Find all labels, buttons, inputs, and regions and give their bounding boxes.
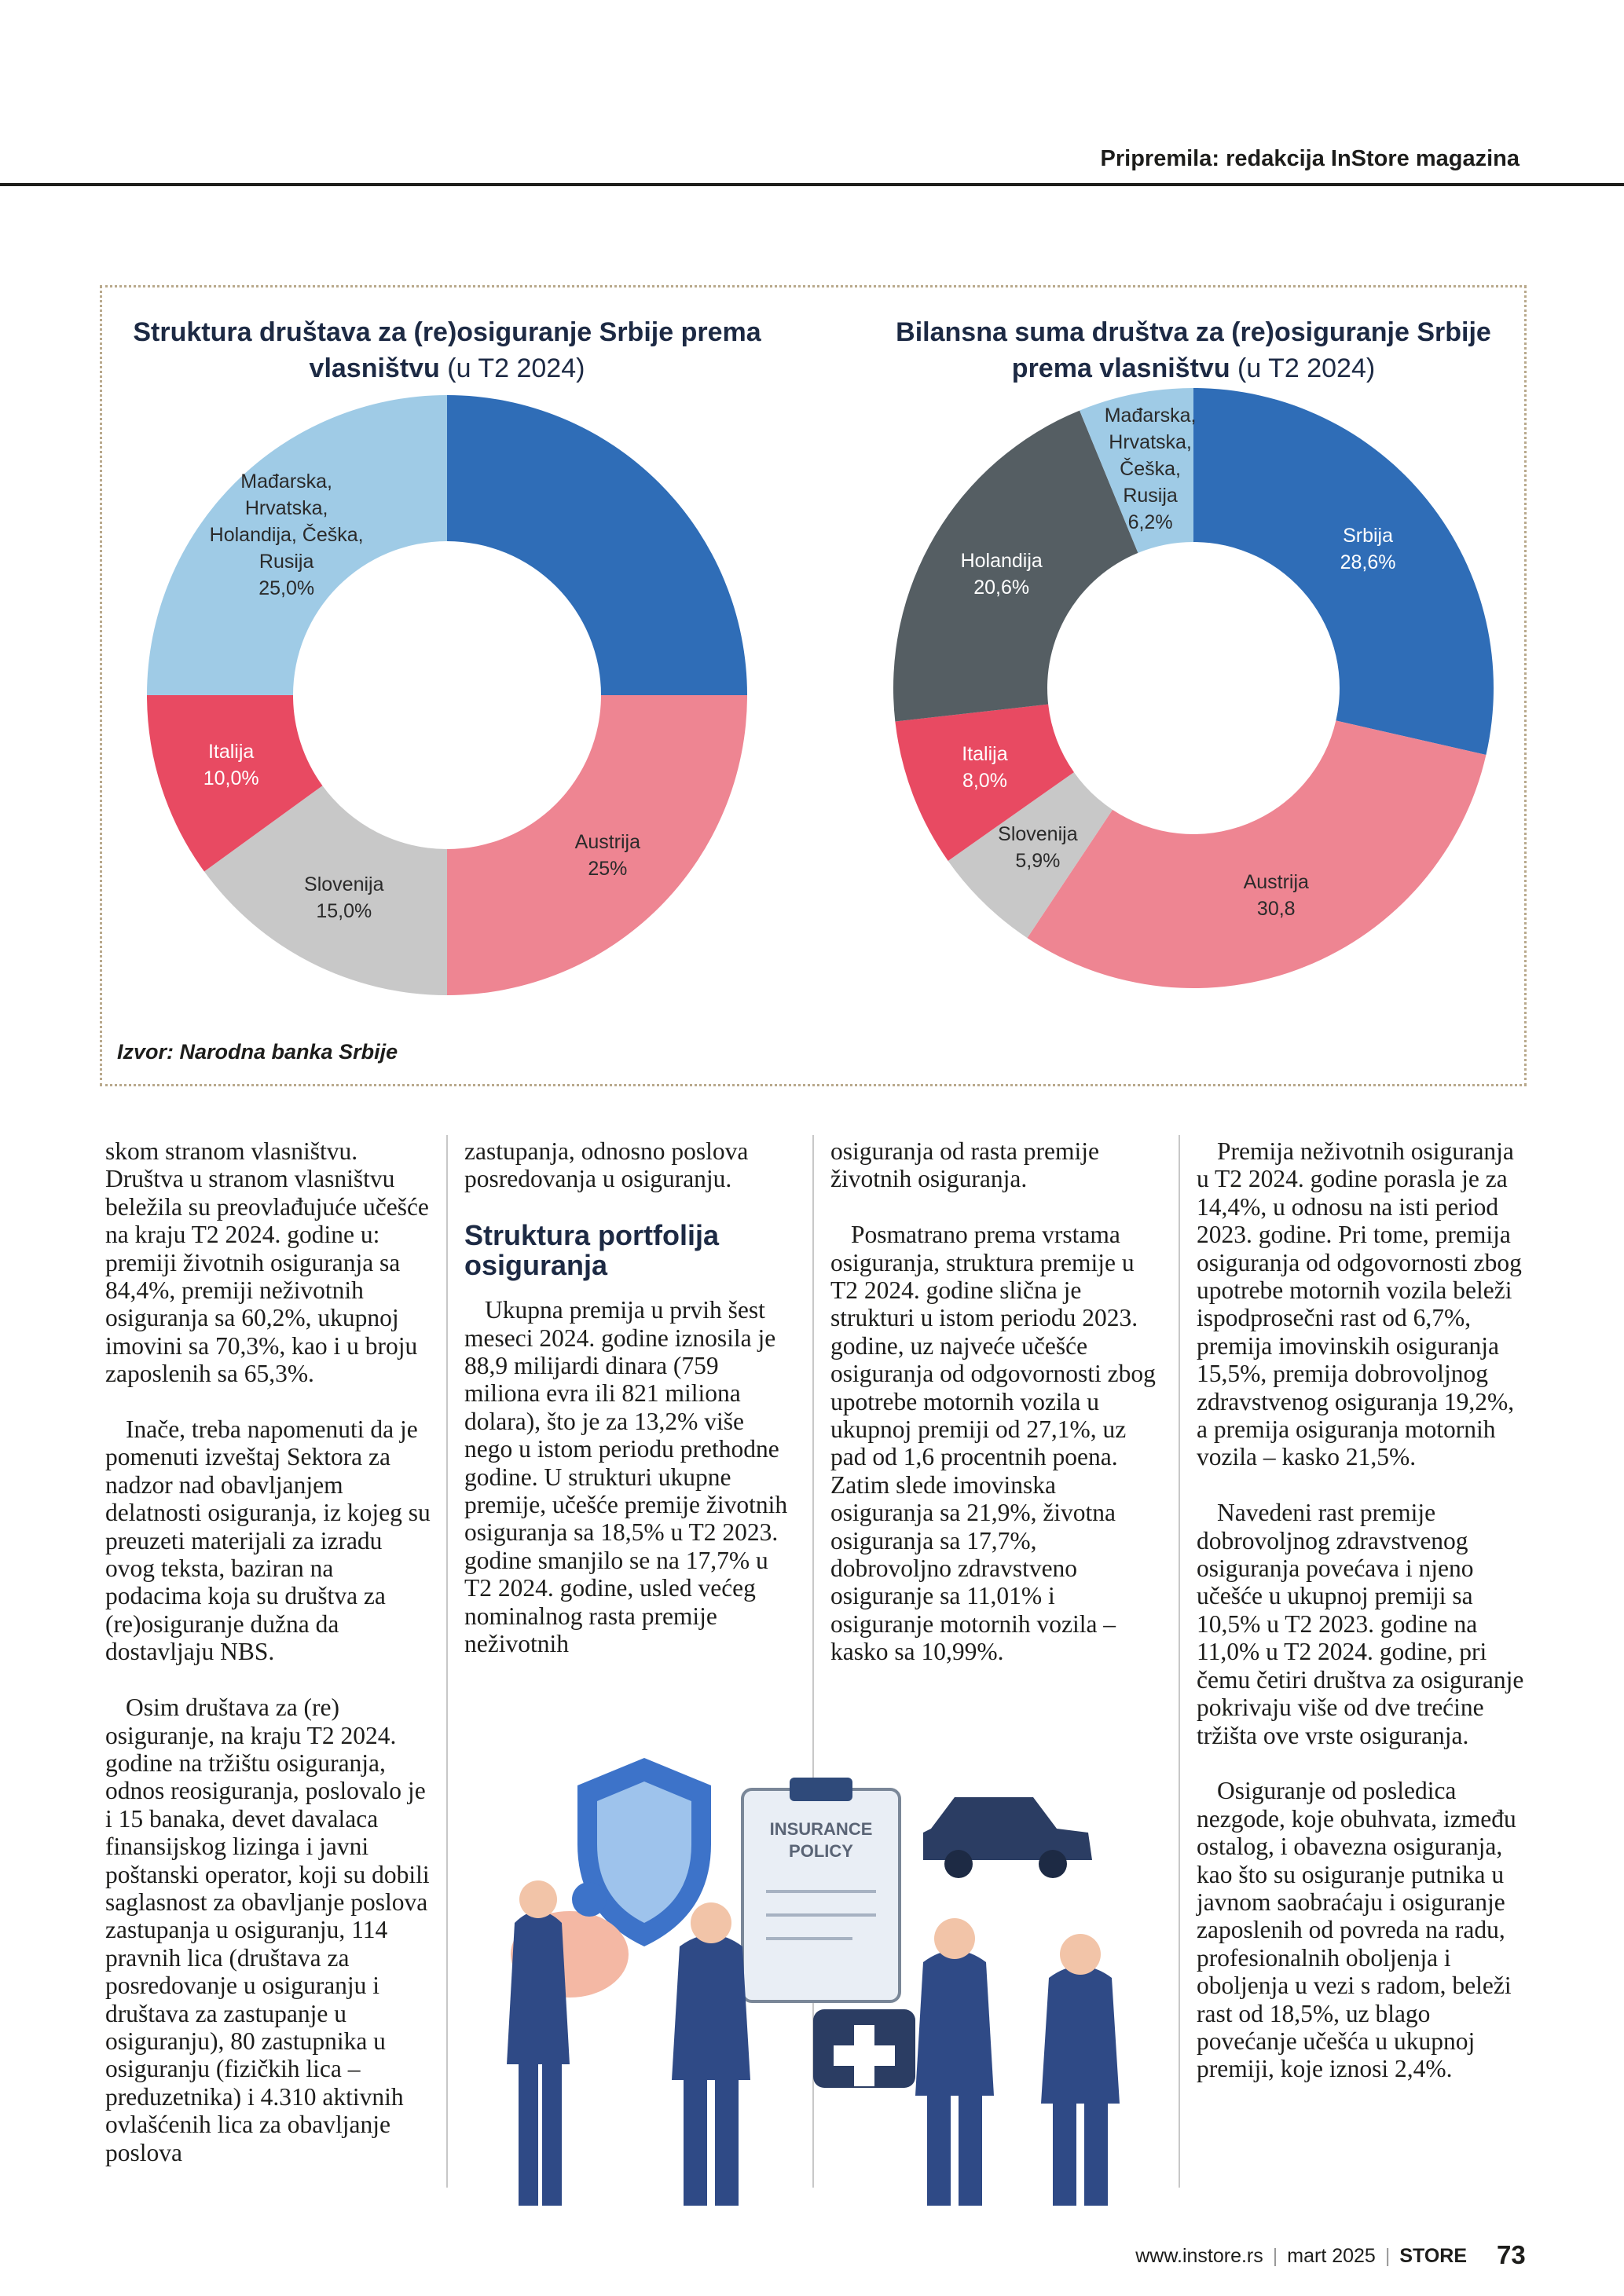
footer-brand: STORE: [1399, 2245, 1467, 2267]
slice-label: Slovenija 5,9%: [979, 821, 1097, 874]
slice-label: Mađarska, Hrvatska, Češka, Rusija 6,2%: [1091, 402, 1209, 536]
donut-slice: [447, 395, 747, 695]
value-label: 6,2%: [1127, 511, 1173, 534]
paragraph: Inače, treba napomenuti da je pomenuti i…: [105, 1415, 431, 1666]
cross: [834, 2025, 895, 2086]
donut-slice: [948, 772, 1113, 939]
slice-label: Mađarska, Hrvatska, Holandija, Češka, Ru…: [208, 468, 365, 602]
category-label: Mađarska, Hrvatska, Češka, Rusija: [1104, 405, 1197, 507]
column-rule: [812, 1135, 814, 2188]
clip: [790, 1778, 852, 1801]
donut-slice: [1027, 720, 1487, 989]
category-label: Austrija: [574, 831, 641, 854]
subheading: Struktura portfolija osiguranja: [464, 1219, 720, 1282]
category-label: Italija: [207, 741, 255, 764]
category-label: Italija: [962, 742, 1008, 765]
illustration: INSURANCE POLICY: [507, 1758, 1120, 2206]
donut-slice: [1193, 388, 1494, 756]
footer-issue: mart 2025: [1287, 2245, 1376, 2267]
divider: |: [1272, 2245, 1278, 2267]
policy-lines: [766, 1890, 876, 1940]
category-label: Slovenija: [304, 873, 384, 895]
value-label: 25%: [588, 858, 628, 881]
donut-slice: [147, 395, 447, 695]
chart-title: Bilansna suma društva za (re)osiguranje …: [871, 314, 1516, 386]
slice-label: Holandija 20,6%: [943, 547, 1061, 601]
category-label: Holandija: [960, 550, 1043, 573]
car: [923, 1797, 1092, 1860]
paragraph: Osim društava za (re) osiguranje, na kra…: [105, 1694, 430, 2166]
text-column: osiguranja od rasta premije životnih osi…: [830, 1137, 1160, 1694]
people: [507, 1911, 1120, 2206]
credit: Pripremila: redakcija InStore magazina: [1100, 146, 1520, 171]
slice-label: Austrija 25%: [529, 829, 686, 882]
footer: www.instore.rs | mart 2025 | STORE: [1135, 2245, 1467, 2268]
value-label: 28,6%: [1340, 551, 1396, 573]
header-rule: [0, 183, 1624, 186]
footer-site: www.instore.rs: [1135, 2245, 1263, 2267]
column-rule: [1179, 1135, 1180, 2188]
category-label: Srbija: [1343, 524, 1393, 547]
source: Izvor: Narodna banka Srbije: [117, 1040, 398, 1064]
paragraph: Ukupna premija u prvih šest meseci 2024.…: [464, 1296, 788, 1658]
slice-label: Italija 8,0%: [926, 741, 1043, 794]
subtitle: (u T2 2024): [1237, 353, 1376, 383]
policy-text: POLICY: [789, 1841, 853, 1861]
value-label: 30,8: [1256, 897, 1296, 920]
title: Bilansna suma društva za (re)osiguranje …: [896, 317, 1491, 383]
paragraph: Posmatrano prema vrstama osiguranja, str…: [830, 1221, 1156, 1666]
paragraph: osiguranja od rasta premije životnih osi…: [830, 1137, 1100, 1193]
chart-title: Struktura društava za (re)osiguranje Srb…: [125, 314, 769, 386]
value-label: 5,9%: [1015, 850, 1061, 873]
paragraph: skom stranom vlasništvu. Društva u stran…: [105, 1137, 429, 1388]
text-column: zastupanja, odnosno poslova posredovanja…: [464, 1137, 794, 1686]
slice-label: Srbija 28,6%: [1309, 522, 1427, 576]
paragraph: Navedeni rast premije dobrovoljnog zdrav…: [1197, 1499, 1524, 1749]
paragraph: zastupanja, odnosno poslova posredovanja…: [464, 1137, 749, 1193]
text-column: skom stranom vlasništvu. Društva u stran…: [105, 1137, 435, 2194]
value-label: 10,0%: [203, 767, 259, 790]
subtitle: (u T2 2024): [447, 353, 585, 383]
donut-slice: [147, 695, 323, 872]
donut-slice: [447, 695, 747, 995]
wheel: [1039, 1850, 1067, 1878]
category-label: Slovenija: [998, 823, 1078, 846]
donut-slice: [895, 704, 1074, 861]
value-label: 8,0%: [962, 769, 1007, 792]
coin: [572, 1882, 607, 1917]
wheel: [944, 1850, 973, 1878]
value-label: 25,0%: [258, 577, 315, 599]
category-label: Austrija: [1243, 870, 1309, 893]
paragraph: Premija neživotnih osiguranja u T2 2024.…: [1197, 1137, 1522, 1471]
category-label: Mađarska, Hrvatska, Holandija, Češka, Ru…: [209, 470, 364, 573]
shield-inner: [597, 1782, 691, 1923]
donut-slice: [203, 785, 447, 995]
donut-slice: [1080, 388, 1193, 553]
heads: [519, 1880, 1101, 1975]
chart-box: [100, 285, 1527, 1086]
slice-label: Italija 10,0%: [152, 738, 310, 792]
donut-slice: [893, 410, 1138, 722]
column-rule: [446, 1135, 448, 2188]
divider: |: [1384, 2245, 1391, 2267]
charts: [147, 388, 1494, 995]
policy-text: INSURANCE: [770, 1819, 873, 1839]
slice-label: Austrija 30,8: [1217, 869, 1335, 922]
slice-label: Slovenija 15,0%: [266, 871, 423, 925]
paragraph: Osiguranje od posledica nezgode, koje ob…: [1197, 1777, 1516, 2083]
page-number: 73: [1497, 2240, 1526, 2269]
value-label: 20,6%: [973, 577, 1030, 599]
value-label: 15,0%: [316, 899, 372, 922]
text-column: Premija neživotnih osiguranja u T2 2024.…: [1197, 1137, 1527, 2111]
title: Struktura društava za (re)osiguranje Srb…: [133, 317, 761, 383]
